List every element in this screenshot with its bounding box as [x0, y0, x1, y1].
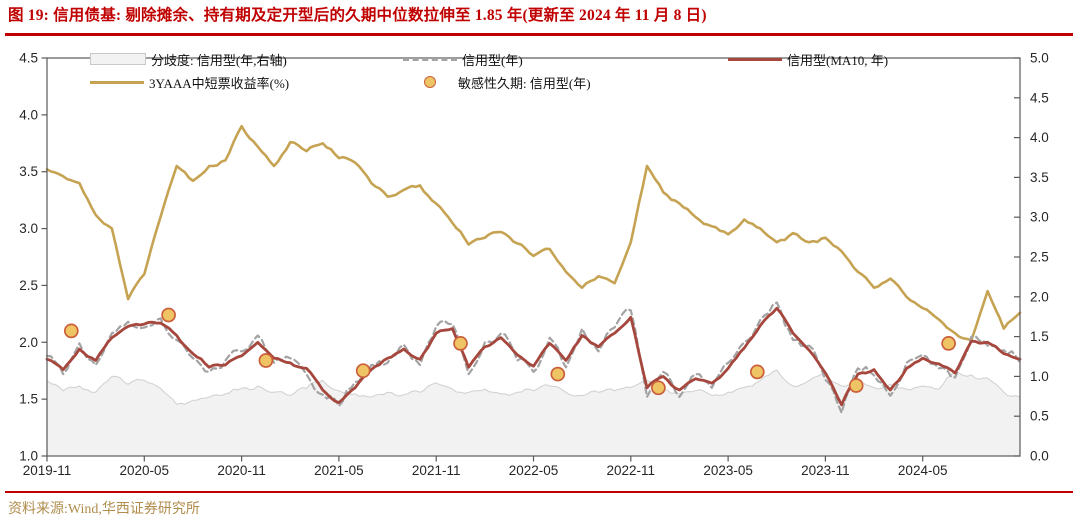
legend-item-divergence: 分歧度: 信用型(年,右轴)	[90, 51, 287, 68]
right-axis-tick-label: 3.5	[1030, 170, 1049, 185]
sensitive-duration-dot	[258, 353, 274, 368]
x-axis-tick-label: 2022-05	[509, 463, 559, 478]
dot-swatch	[424, 76, 436, 88]
legend-label: 分歧度: 信用型(年,右轴)	[151, 52, 287, 68]
x-axis-tick-label: 2021-11	[412, 463, 461, 478]
yield-line	[45, 124, 1022, 342]
x-axis-tick-label: 2021-05	[314, 463, 364, 478]
footer-divider	[5, 491, 1073, 493]
source-note: 资料来源:Wind,华西证券研究所	[8, 502, 200, 517]
right-axis-tick-label: 1.5	[1030, 329, 1049, 344]
legend-label: 信用型(年)	[462, 52, 523, 68]
x-axis-tick-label: 2022-11	[607, 463, 656, 478]
left-axis-tick-label: 4.0	[19, 107, 38, 122]
title-divider	[5, 33, 1073, 36]
sensitive-duration-dot	[651, 380, 666, 396]
right-axis-tick-label: 2.5	[1030, 250, 1049, 265]
sensitive-duration-dot	[161, 307, 176, 323]
right-axis-tick-label: 3.0	[1030, 210, 1049, 225]
right-axis-tick-label: 1.0	[1030, 369, 1049, 384]
legend-label: 信用型(MA10, 年)	[787, 52, 889, 68]
legend-label: 3YAAA中短票收益率(%)	[149, 75, 290, 91]
left-axis-tick-label: 4.5	[19, 51, 38, 66]
x-axis-tick-label: 2020-05	[120, 463, 170, 478]
right-axis-tick-label: 0.0	[1030, 449, 1049, 464]
left-axis-tick-label: 1.5	[19, 392, 38, 407]
sensitive-duration-dot	[453, 336, 468, 351]
x-axis-tick-label: 2020-11	[217, 463, 266, 478]
left-axis-tick-label: 2.5	[19, 278, 38, 293]
x-axis-tick-label: 2019-11	[23, 463, 72, 478]
sensitive-duration-dot	[749, 364, 765, 380]
sensitive-duration-dot	[355, 363, 371, 379]
left-axis-tick-label: 3.5	[19, 164, 38, 179]
left-axis-tick-label: 3.0	[19, 221, 38, 236]
figure-title: 图 19: 信用债基: 剔除摊余、持有期及定开型后的久期中位数拉伸至 1.85 …	[8, 7, 707, 24]
sensitive-duration-dot	[550, 366, 566, 382]
sensitive-duration-dot	[63, 323, 79, 339]
red-line-swatch	[728, 57, 782, 61]
dashed-line-swatch	[403, 57, 457, 61]
area-swatch	[90, 53, 146, 65]
legend-item-credit-duration: 信用型(年)	[403, 51, 523, 68]
right-axis-tick-label: 5.0	[1030, 51, 1049, 66]
right-axis-tick-label: 4.5	[1030, 90, 1049, 105]
legend-item-3yaaa-yield: 3YAAA中短票收益率(%)	[90, 74, 290, 91]
legend-item-credit-ma10: 信用型(MA10, 年)	[728, 51, 889, 68]
left-axis-tick-label: 2.0	[19, 335, 38, 350]
divergence-area	[47, 370, 1020, 456]
ma10-line	[45, 306, 1022, 407]
right-axis-tick-label: 0.5	[1030, 409, 1049, 424]
x-axis-tick-label: 2023-05	[703, 463, 753, 478]
right-axis-tick-label: 2.0	[1030, 289, 1049, 304]
left-axis-tick-label: 1.0	[19, 449, 38, 464]
right-axis-tick-label: 4.0	[1030, 130, 1049, 145]
gold-line-swatch	[90, 80, 144, 84]
x-axis-tick-label: 2024-05	[898, 463, 948, 478]
sensitive-duration-dot	[941, 336, 956, 351]
legend-item-sensitive-duration: 敏感性久期: 信用型(年)	[424, 74, 591, 91]
x-axis-tick-label: 2023-11	[801, 463, 850, 478]
sensitive-duration-dot	[848, 378, 864, 393]
legend-label: 敏感性久期: 信用型(年)	[458, 75, 591, 91]
credit-duration-line	[45, 301, 1022, 414]
